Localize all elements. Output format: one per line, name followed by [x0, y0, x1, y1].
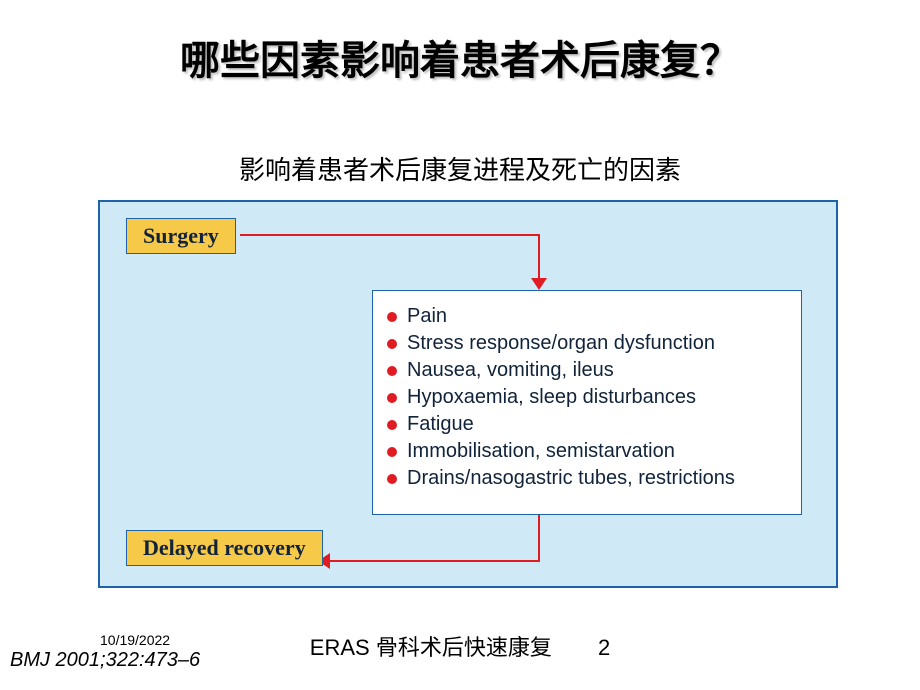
factor-text: Stress response/organ dysfunction — [407, 332, 715, 355]
arrow-factors-to-delayed-v — [538, 515, 540, 562]
slide-title: 哪些因素影响着患者术后康复？ — [0, 28, 920, 86]
factor-text: Pain — [407, 305, 447, 328]
delayed-recovery-label: Delayed recovery — [143, 535, 306, 560]
factor-item: Fatigue — [387, 413, 785, 436]
diagram-panel: Surgery Pain Stress response/organ dysfun… — [98, 200, 838, 588]
slide-subtitle: 影响着患者术后康复进程及死亡的因素 — [0, 150, 920, 187]
factor-text: Drains/nasogastric tubes, restrictions — [407, 467, 735, 490]
arrow-factors-to-delayed-h — [330, 560, 540, 562]
arrow-surgery-to-factors-head — [531, 278, 547, 290]
footer-center-text: ERAS 骨科术后快速康复 — [310, 635, 552, 660]
bullet-icon — [387, 393, 397, 403]
surgery-label: Surgery — [143, 223, 219, 248]
factor-item: Immobilisation, semistarvation — [387, 440, 785, 463]
arrow-surgery-to-factors-h — [240, 234, 540, 236]
footer-center: ERAS 骨科术后快速康复 2 — [0, 630, 920, 662]
footer-page-number: 2 — [598, 635, 610, 661]
bullet-icon — [387, 366, 397, 376]
arrow-surgery-to-factors-v — [538, 234, 540, 282]
bullet-icon — [387, 447, 397, 457]
bullet-icon — [387, 312, 397, 322]
factor-item: Pain — [387, 305, 785, 328]
slide: 哪些因素影响着患者术后康复？ 影响着患者术后康复进程及死亡的因素 Surgery… — [0, 0, 920, 690]
factor-item: Drains/nasogastric tubes, restrictions — [387, 467, 785, 490]
delayed-recovery-box: Delayed recovery — [126, 530, 323, 566]
factor-item: Stress response/organ dysfunction — [387, 332, 785, 355]
surgery-box: Surgery — [126, 218, 236, 254]
bullet-icon — [387, 339, 397, 349]
bullet-icon — [387, 474, 397, 484]
factor-text: Hypoxaemia, sleep disturbances — [407, 386, 696, 409]
factor-text: Nausea, vomiting, ileus — [407, 359, 614, 382]
factor-text: Immobilisation, semistarvation — [407, 440, 675, 463]
factor-text: Fatigue — [407, 413, 474, 436]
factors-box: Pain Stress response/organ dysfunction Nau… — [372, 290, 802, 515]
factor-item: Hypoxaemia, sleep disturbances — [387, 386, 785, 409]
factor-item: Nausea, vomiting, ileus — [387, 359, 785, 382]
bullet-icon — [387, 420, 397, 430]
